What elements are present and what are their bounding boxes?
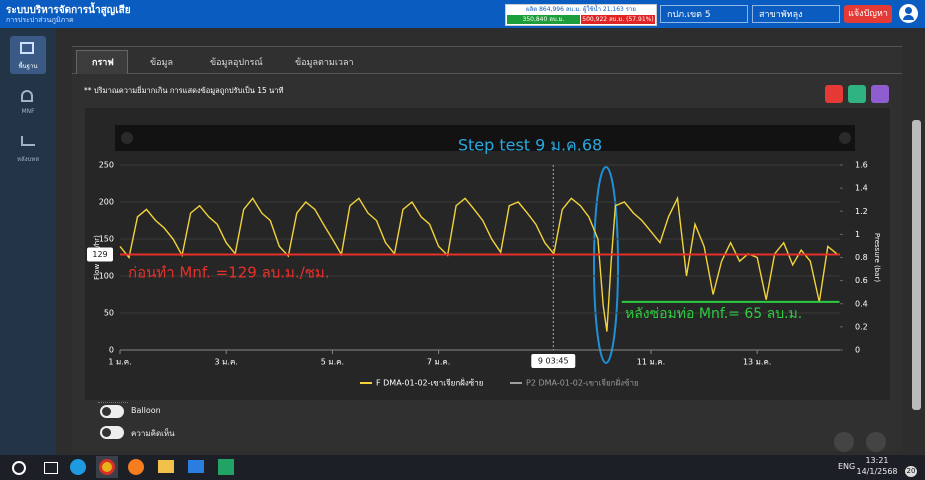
app-subtitle: การประปาส่วนภูมิภาค <box>6 16 74 24</box>
reference-label: 129 <box>92 250 107 259</box>
y-tick-label: 0 <box>109 346 114 355</box>
tab-time[interactable]: ข้อมูลตามเวลา <box>295 58 354 68</box>
y2-tick-label: 0 <box>855 346 860 355</box>
y2-tick-label: 1 <box>855 230 860 239</box>
navigator-handle[interactable] <box>121 132 133 144</box>
chart: 0 50 100 150 200 250 0 0.2 0.4 0.6 0.8 1 1.2 1.4 1.6 1 … <box>85 108 890 400</box>
balloon-label: Balloon <box>131 406 161 415</box>
annotation: หลังซ่อมท่อ Mnf.= 65 ลบ.ม. <box>625 306 802 322</box>
legend-label[interactable]: F DMA-01-02-เขาเจียกฝั่งซ้าย <box>376 377 483 388</box>
flow-line <box>119 195 838 332</box>
chat-button[interactable] <box>834 432 854 452</box>
y-tick-label: 100 <box>99 272 114 281</box>
taskview-icon[interactable] <box>44 462 58 474</box>
navigator-handle[interactable] <box>839 132 851 144</box>
taskbar: ENG 13:21 14/1/2568 20 <box>0 455 925 480</box>
report-button[interactable]: แจ้งปัญหา <box>844 5 892 23</box>
crosshair-label-box <box>531 354 576 368</box>
balloon-toggle[interactable] <box>100 405 124 418</box>
stats-total: ผลิต 864,996 ลบ.ม. ผู้ใช้น้ำ 21,163 ราย <box>526 6 636 13</box>
app-title: ระบบบริหารจัดการน้ำสูญเสีย <box>6 5 131 16</box>
top-bar: ระบบบริหารจัดการน้ำสูญเสีย การประปาส่วนภ… <box>0 0 925 28</box>
chrome-icon[interactable] <box>99 459 115 475</box>
y-tick-label: 250 <box>99 161 114 170</box>
nav-report[interactable]: หลังบทส <box>17 156 39 163</box>
tab-graph[interactable]: กราฟ <box>92 58 114 68</box>
firefox-icon[interactable] <box>128 459 144 475</box>
explorer-icon[interactable] <box>158 460 174 473</box>
search-icon[interactable] <box>12 461 26 475</box>
language[interactable]: ENG <box>838 462 856 471</box>
y2-tick-label: 0.6 <box>855 276 868 285</box>
region-select[interactable]: กปภ.เขต 5 <box>660 5 748 23</box>
reference-label-box <box>87 247 113 262</box>
x-tick-label: 13 ม.ค. <box>743 358 771 367</box>
y2-tick-label: 0.4 <box>855 299 868 308</box>
x-tick-label: 1 ม.ค. <box>108 358 131 367</box>
annotation: Step test 9 ม.ค.68 <box>458 136 602 155</box>
excel-icon[interactable] <box>218 459 234 475</box>
y2-tick-label: 1.4 <box>855 184 868 193</box>
y-tick-label: 50 <box>104 309 114 318</box>
scrollbar[interactable] <box>912 120 921 410</box>
export-file[interactable] <box>871 85 889 103</box>
clock-date[interactable]: 14/1/2568 <box>856 467 898 476</box>
export-excel[interactable] <box>848 85 866 103</box>
export-pdf[interactable] <box>825 85 843 103</box>
mail-icon[interactable] <box>188 460 204 473</box>
chart-decoration <box>98 390 128 403</box>
y2-axis-title: Pressure (bar) <box>873 233 881 282</box>
step-test-highlight <box>593 166 619 364</box>
user-avatar[interactable] <box>899 4 918 23</box>
nav-mnf[interactable]: MNF <box>21 108 35 115</box>
x-tick-label: 5 ม.ค. <box>321 358 344 367</box>
annotation: ก่อนทำ Mnf. =129 ลบ.ม./ชม. <box>128 264 330 282</box>
note: ** ปริมาณความยิ่มากเกิน การแสดงข้อมูลถูก… <box>84 86 284 95</box>
y-tick-label: 200 <box>99 198 114 207</box>
stats-loss: 500,922 ลบ.ม. (57.91%) <box>581 15 655 24</box>
crosshair-label: 9 03:45 <box>538 357 569 366</box>
x-tick-label: 7 ม.ค. <box>427 358 450 367</box>
notification-count[interactable]: 20 <box>905 466 917 477</box>
y2-tick-label: 1.2 <box>855 207 868 216</box>
legend-label[interactable]: P2 DMA-01-02-เขาเจียกฝั่งซ้าย <box>526 377 639 388</box>
x-tick-label: 3 ม.ค. <box>215 358 238 367</box>
y2-tick-label: 1.6 <box>855 161 868 170</box>
sidebar: พื้นฐาน MNF หลังบทส <box>0 28 56 455</box>
y-tick-label: 150 <box>99 235 114 244</box>
edge-icon[interactable] <box>70 459 86 475</box>
comment-toggle[interactable] <box>100 426 124 439</box>
stats-box: ผลิต 864,996 ลบ.ม. ผู้ใช้น้ำ 21,163 ราย … <box>505 4 657 26</box>
y2-tick-label: 0.2 <box>855 322 868 331</box>
clock-time[interactable]: 13:21 <box>865 456 889 465</box>
y2-tick-label: 0.8 <box>855 253 868 262</box>
branch-select[interactable]: สาขาพัทลุง <box>752 5 840 23</box>
navigator-band <box>115 125 855 151</box>
tab-data[interactable]: ข้อมูล <box>150 58 174 68</box>
settings-button[interactable] <box>866 432 886 452</box>
tab-device[interactable]: ข้อมูลอุปกรณ์ <box>210 58 263 68</box>
x-tick-label: 11 ม.ค. <box>637 358 665 367</box>
stats-billed: 350,840 ลบ.ม. <box>507 15 580 24</box>
comment-label: ความคิดเห็น <box>131 429 175 438</box>
nav-basic[interactable]: พื้นฐาน <box>18 63 38 70</box>
